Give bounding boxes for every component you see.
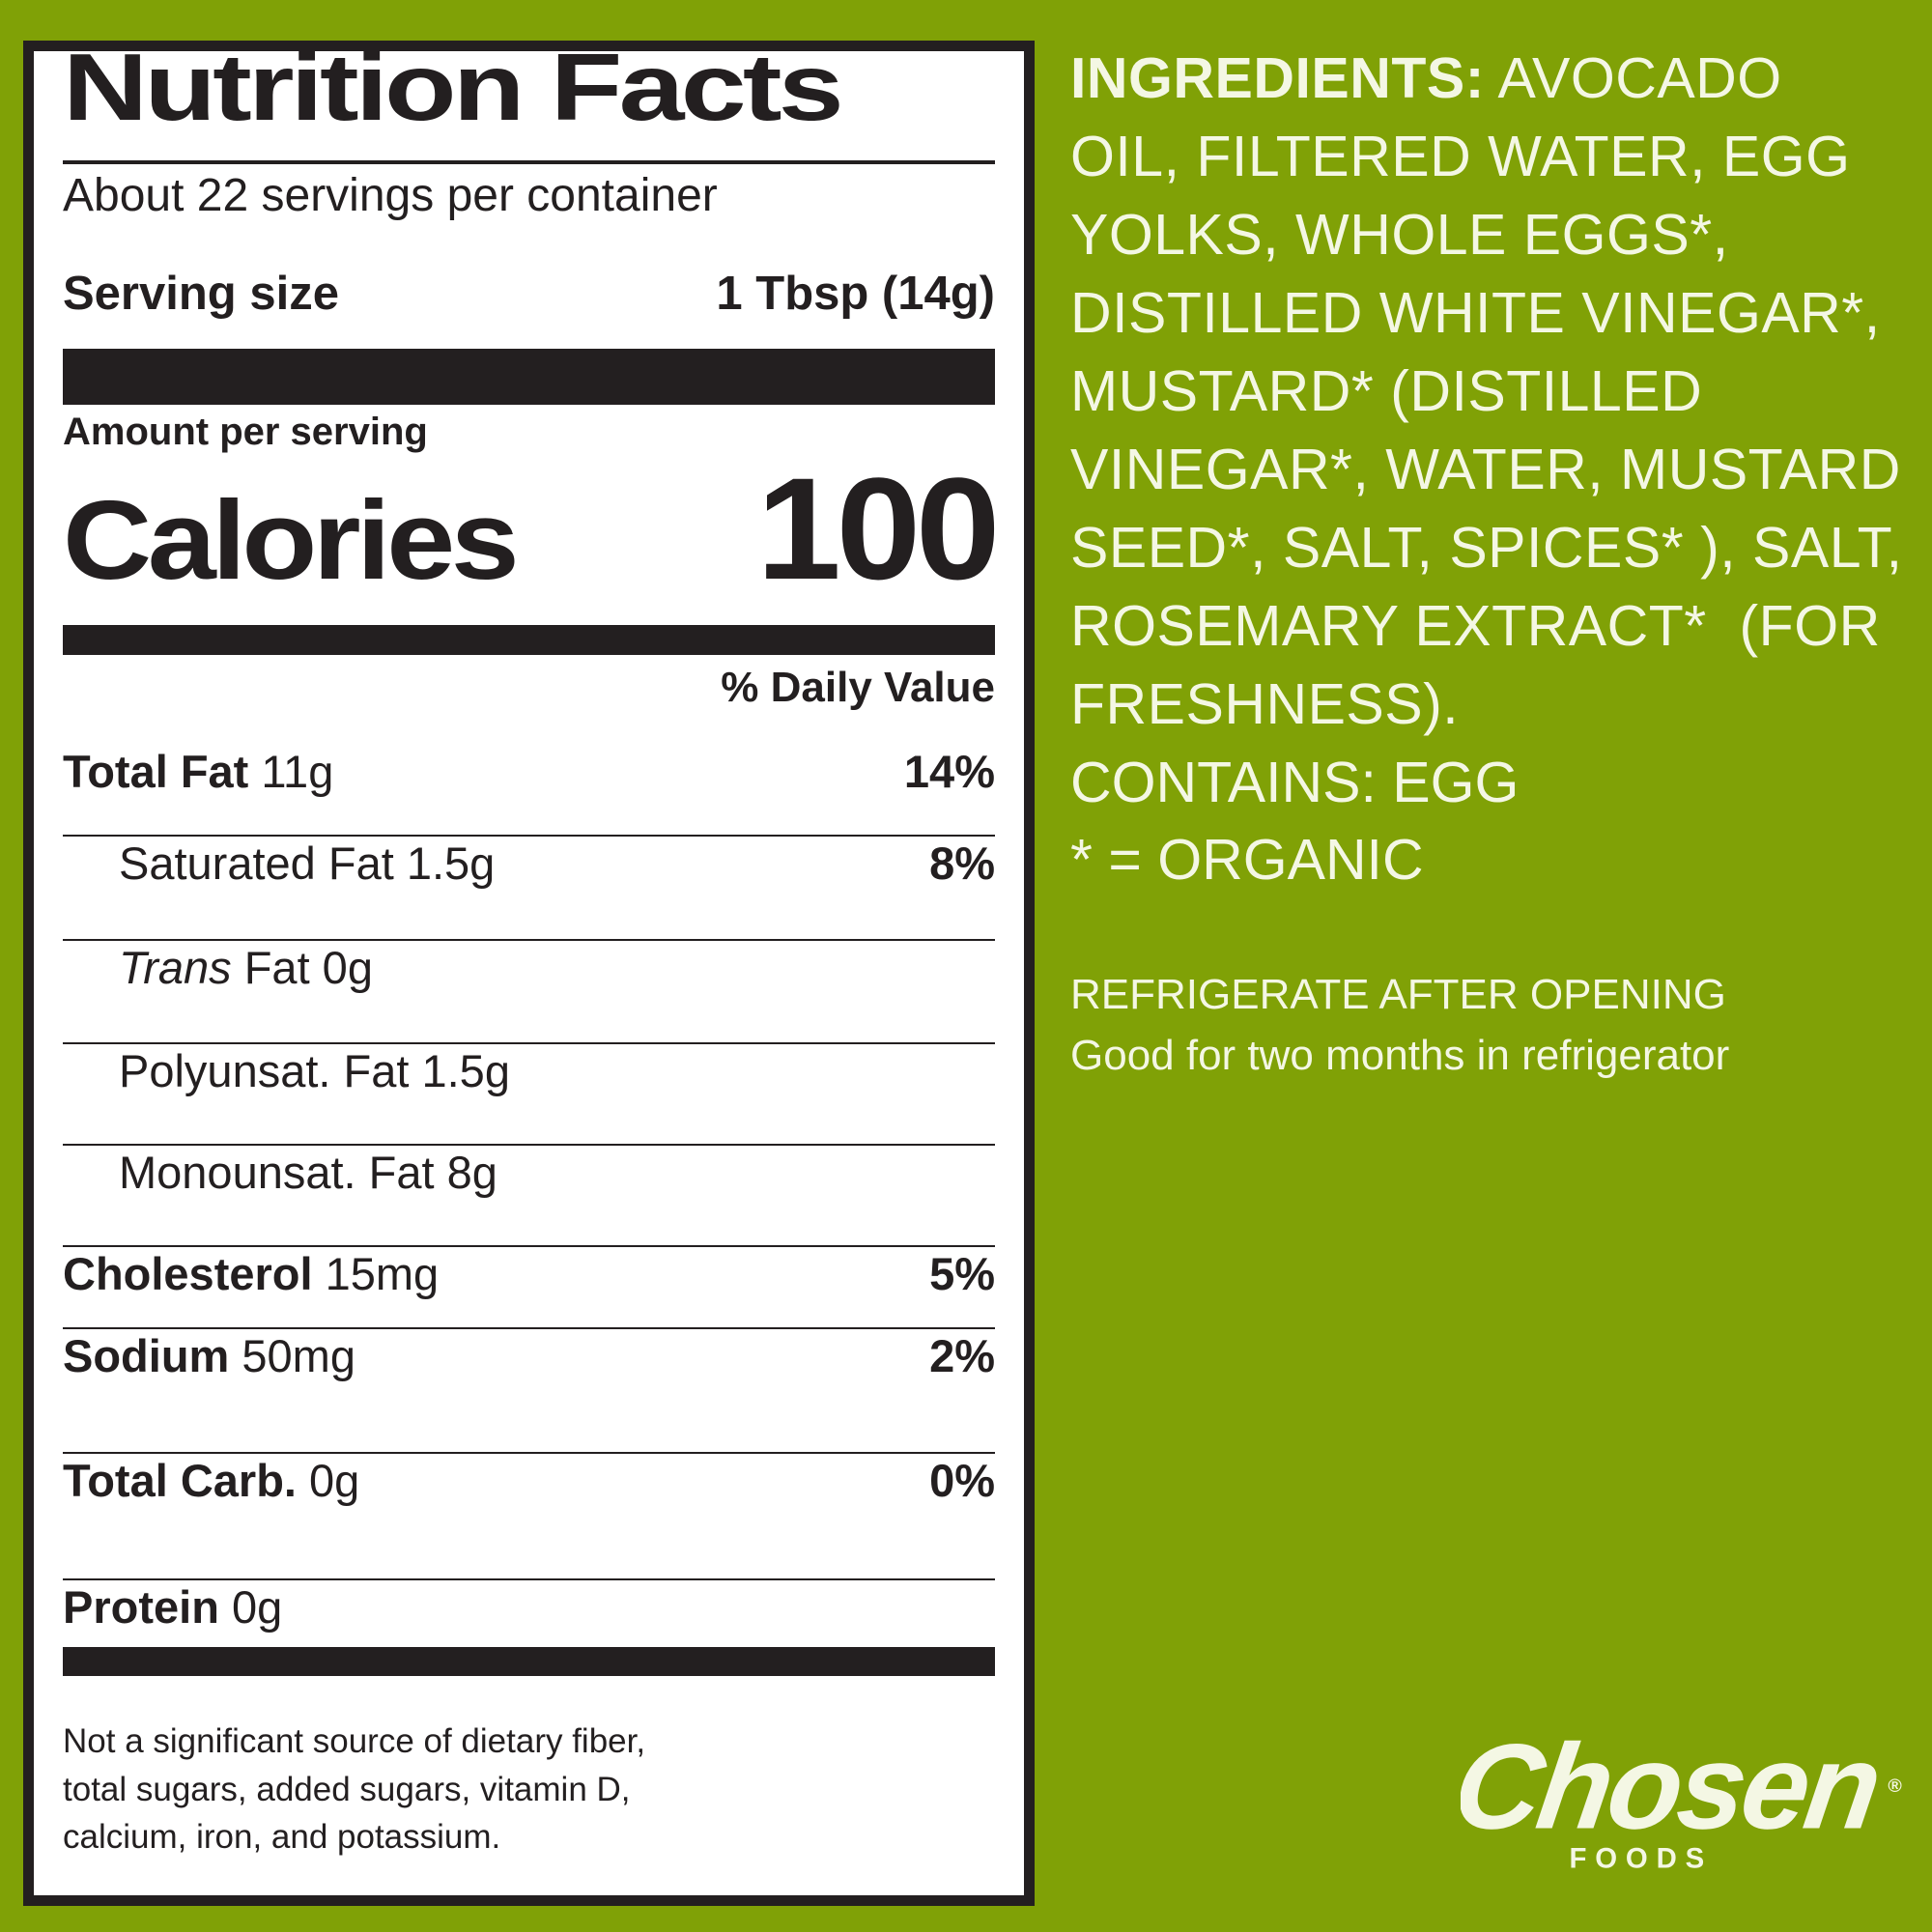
svg-text:®: ® xyxy=(1888,1776,1902,1797)
svg-text:FOODS: FOODS xyxy=(1570,1842,1713,1874)
svg-text:Chosen: Chosen xyxy=(1461,1719,1886,1854)
